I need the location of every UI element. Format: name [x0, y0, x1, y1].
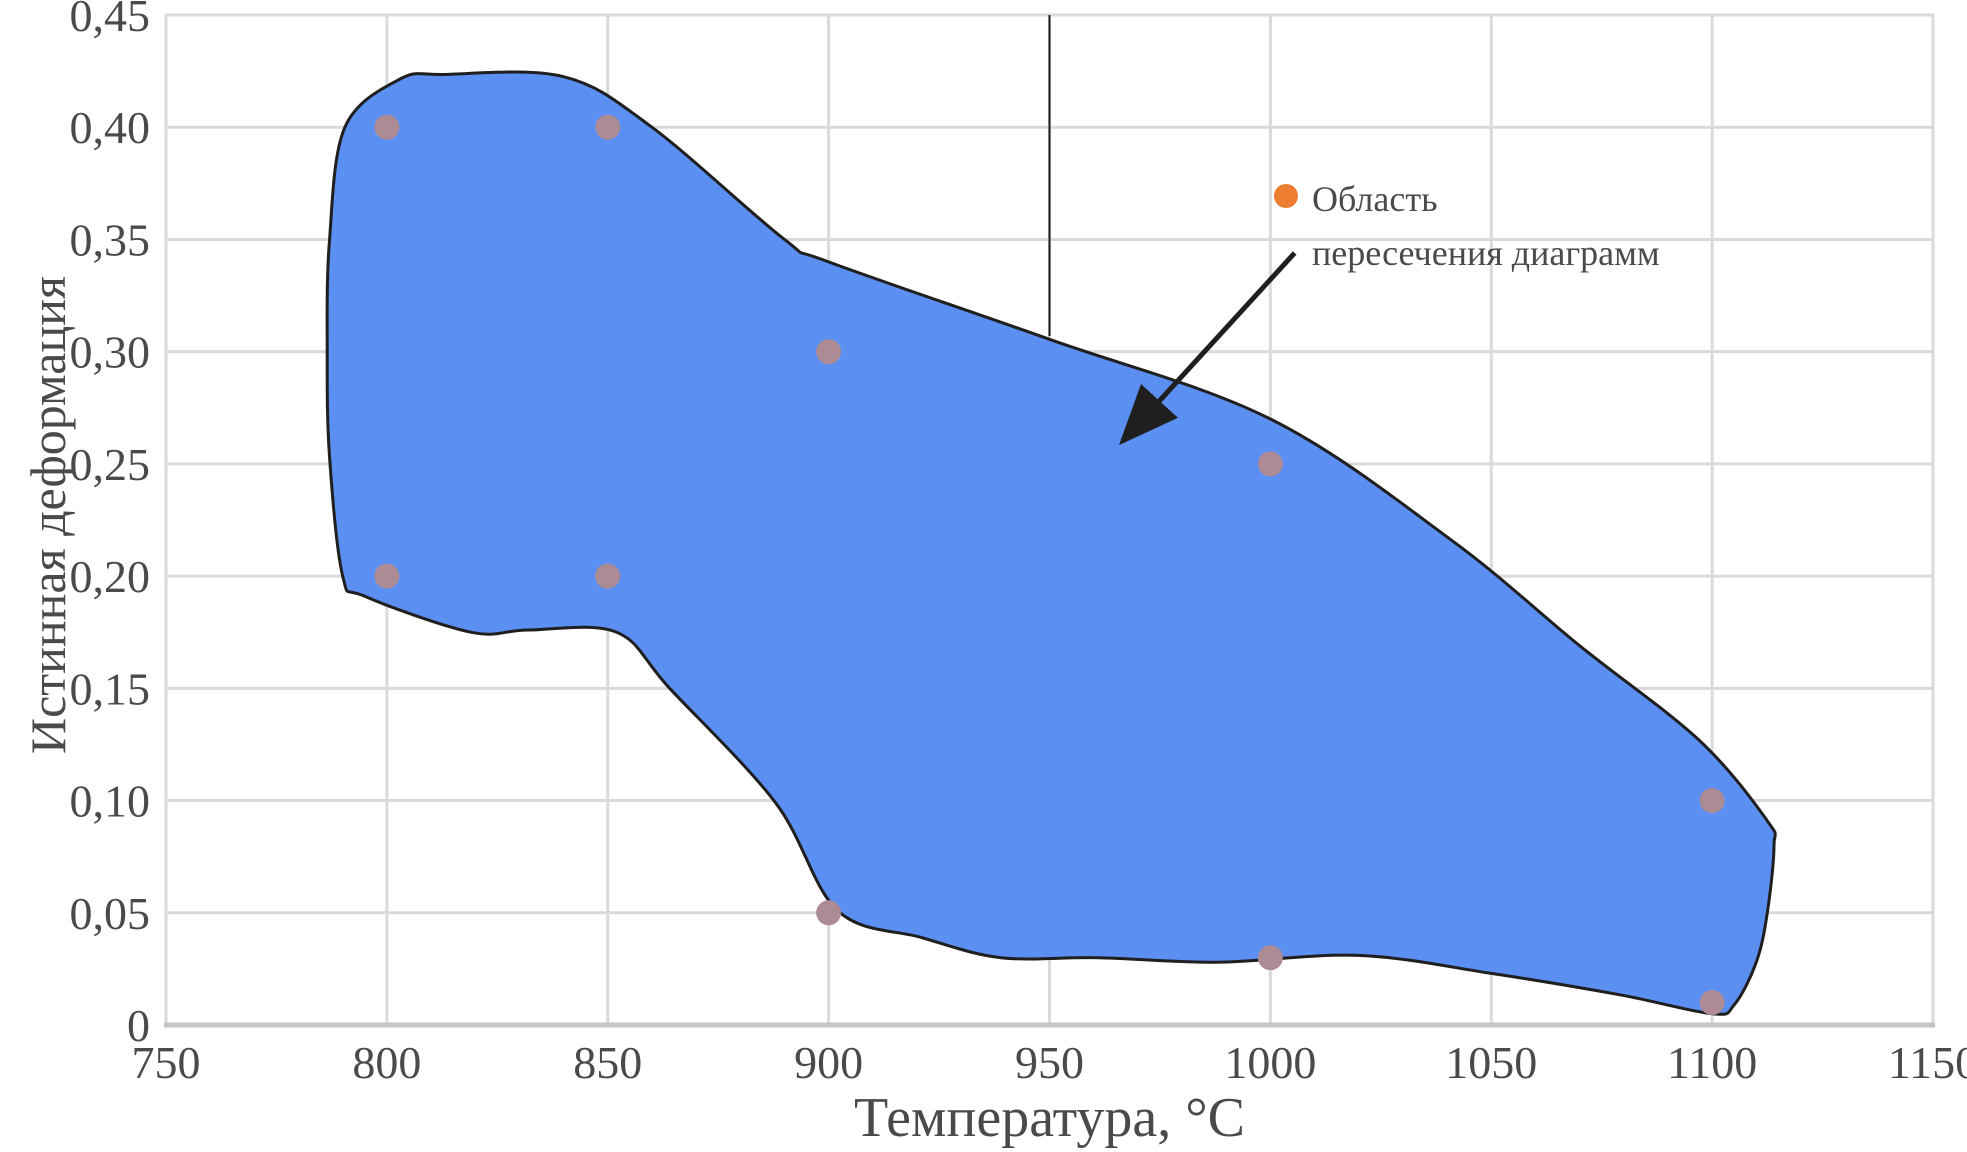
x-tick-label: 950	[1015, 1037, 1084, 1088]
y-tick-label: 0,20	[70, 551, 151, 602]
y-tick-label: 0,25	[70, 439, 151, 490]
data-point	[816, 900, 842, 926]
y-tick-label: 0,30	[70, 327, 151, 378]
x-tick-label: 850	[573, 1037, 642, 1088]
x-tick-label: 900	[794, 1037, 863, 1088]
x-tick-label: 1150	[1888, 1037, 1967, 1088]
y-tick-label: 0,45	[70, 0, 151, 41]
legend-label: Область пересечения диаграмм	[1312, 172, 1660, 280]
y-tick-label: 0,15	[70, 663, 151, 714]
data-point	[1257, 451, 1283, 477]
x-tick-label: 1000	[1224, 1037, 1316, 1088]
data-point	[374, 563, 400, 589]
data-point	[1699, 788, 1725, 814]
data-point	[595, 114, 621, 140]
data-point	[816, 339, 842, 365]
y-tick-label: 0,05	[70, 888, 151, 939]
annotation-arrow	[1119, 251, 1297, 446]
y-tick-label: 0,35	[70, 214, 151, 265]
y-tick-label: 0,40	[70, 102, 151, 153]
intersection-region	[325, 70, 1777, 1016]
data-point	[1257, 945, 1283, 971]
x-tick-label: 750	[132, 1037, 201, 1088]
y-tick-label: 0	[127, 1000, 150, 1051]
data-point	[595, 563, 621, 589]
legend-orange-dot-icon	[1274, 184, 1298, 208]
legend-label-line1: Область	[1312, 179, 1438, 219]
x-tick-label: 800	[352, 1037, 421, 1088]
y-axis-title: Истинная деформация	[20, 276, 76, 755]
legend-label-line2: пересечения диаграмм	[1312, 233, 1660, 273]
x-tick-label: 1050	[1445, 1037, 1537, 1088]
legend: Область пересечения диаграмм	[1274, 172, 1660, 280]
x-axis-title: Температура, °C	[854, 1087, 1245, 1149]
data-point	[374, 114, 400, 140]
x-tick-label: 1100	[1667, 1037, 1757, 1088]
data-point	[1699, 990, 1725, 1016]
y-tick-label: 0,10	[70, 776, 151, 827]
